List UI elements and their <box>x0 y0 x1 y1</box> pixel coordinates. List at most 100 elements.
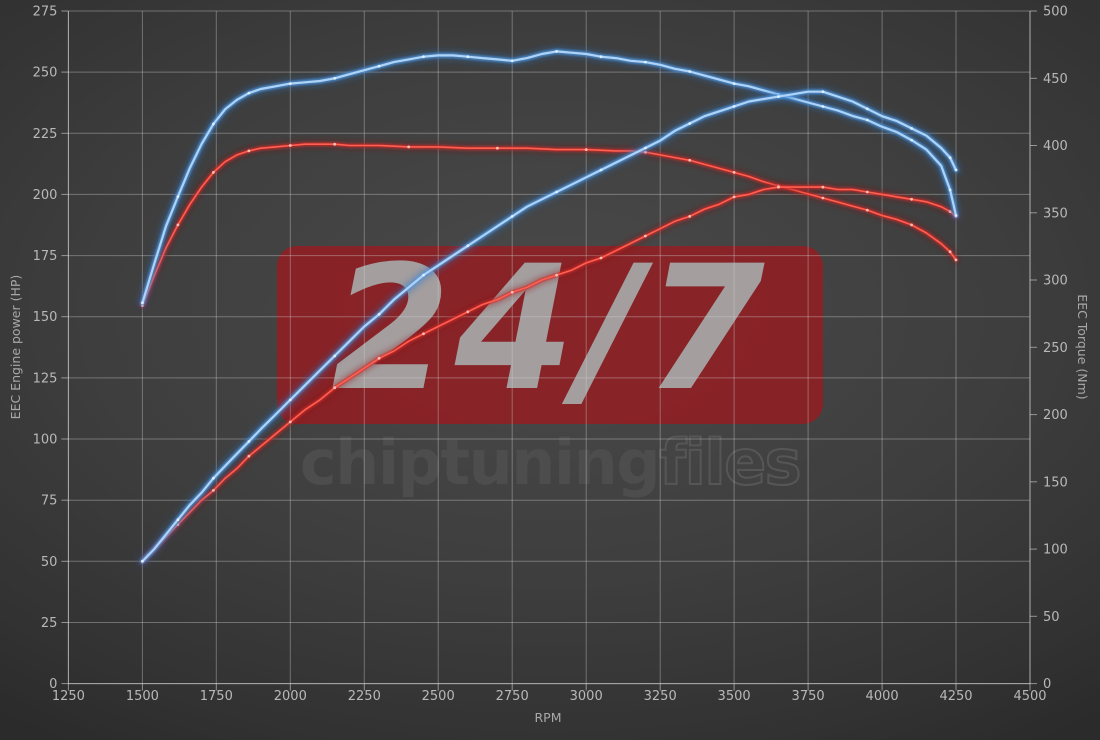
curve-marker-tuned_power_hp <box>821 90 825 94</box>
curve-marker-tuned_torque_nm <box>176 195 180 199</box>
curve-marker-tuned_power_hp <box>377 312 381 316</box>
curve-original_power_hp <box>138 183 960 566</box>
watermark-brand-secondary: files <box>658 426 802 499</box>
right-tick-label: 100 <box>1043 543 1068 558</box>
left-tick-label: 50 <box>41 555 58 570</box>
curve-original_power_hp <box>140 185 958 564</box>
curve-marker-original_power_hp <box>333 386 337 390</box>
x-tick-label: 3500 <box>718 689 751 704</box>
curve-original_torque_nm <box>141 143 957 307</box>
right-tick-label: 300 <box>1043 274 1068 289</box>
x-tick-label: 2750 <box>496 689 529 704</box>
x-tick-label: 4000 <box>866 689 899 704</box>
curve-tuned_power_hp <box>136 86 962 567</box>
curve-marker-tuned_power_hp <box>599 168 603 172</box>
right-tick-label: 350 <box>1043 206 1068 221</box>
curve-marker-tuned_torque_nm <box>948 188 952 192</box>
curve-marker-tuned_torque_nm <box>377 64 381 68</box>
curve-marker-tuned_power_hp <box>644 146 647 150</box>
curve-marker-tuned_power_hp <box>288 398 292 402</box>
curve-marker-original_torque_nm <box>821 196 825 200</box>
curve-marker-original_power_hp <box>777 185 780 189</box>
curve-marker-original_torque_nm <box>176 223 180 227</box>
curves-layer <box>136 45 962 567</box>
curve-marker-original_power_hp <box>288 420 292 424</box>
curve-marker-tuned_power_hp <box>777 95 780 98</box>
curve-marker-tuned_power_hp <box>422 273 425 277</box>
x-tick-label: 1750 <box>200 689 233 704</box>
curve-marker-tuned_power_hp <box>466 244 470 248</box>
curve-marker-original_torque_nm <box>865 208 869 212</box>
curve-marker-tuned_torque_nm <box>466 55 470 59</box>
curve-marker-tuned_torque_nm <box>644 60 647 64</box>
curve-tuned_power_hp <box>139 89 959 564</box>
curve-marker-tuned_torque_nm <box>422 55 425 59</box>
right-axis-title: EEC Torque (Nm) <box>1075 294 1090 399</box>
right-tick-label: 50 <box>1043 610 1060 625</box>
curve-marker-original_power_hp <box>555 273 558 277</box>
curve-original_power_hp <box>141 186 957 563</box>
curve-marker-tuned_torque_nm <box>821 105 825 108</box>
curve-marker-tuned_power_hp <box>333 354 337 358</box>
curve-marker-tuned_torque_nm <box>555 50 558 53</box>
curve-marker-tuned_torque_nm <box>732 82 736 85</box>
x-tick-label: 2250 <box>348 689 381 704</box>
curve-tuned_torque_nm <box>141 50 958 304</box>
curve-marker-original_power_hp <box>732 195 736 199</box>
curve-marker-tuned_torque_nm <box>212 122 215 126</box>
left-tick-label: 275 <box>33 5 58 20</box>
left-tick-label: 25 <box>41 616 58 631</box>
right-tick-label: 250 <box>1043 341 1068 356</box>
right-tick-label: 400 <box>1043 139 1068 154</box>
curve-marker-original_power_hp <box>644 234 647 238</box>
curve-marker-tuned_torque_nm <box>688 70 692 73</box>
curve-marker-original_power_hp <box>821 185 825 189</box>
curve-marker-tuned_power_hp <box>141 559 144 563</box>
left-tick-label: 175 <box>33 249 58 264</box>
curve-marker-tuned_torque_nm <box>865 118 869 122</box>
curve-marker-original_power_hp <box>377 356 381 360</box>
curve-marker-tuned_torque_nm <box>247 91 251 95</box>
curve-marker-tuned_torque_nm <box>910 138 913 142</box>
left-tick-label: 225 <box>33 127 58 142</box>
curve-marker-original_torque_nm <box>954 258 958 262</box>
curve-marker-original_power_hp <box>688 215 692 218</box>
x-tick-label: 3250 <box>644 689 677 704</box>
x-tick-label: 3750 <box>792 689 825 704</box>
right-tick-label: 200 <box>1043 408 1068 423</box>
curve-marker-tuned_torque_nm <box>141 301 144 305</box>
right-tick-label: 150 <box>1043 475 1068 490</box>
left-tick-label: 125 <box>33 371 58 386</box>
curve-marker-original_torque_nm <box>333 142 337 146</box>
curve-marker-original_torque_nm <box>212 171 215 174</box>
curve-marker-tuned_power_hp <box>865 107 869 111</box>
curve-marker-tuned_power_hp <box>212 476 215 480</box>
curve-marker-original_torque_nm <box>496 146 499 150</box>
left-axis-title: EEC Engine power (HP) <box>8 275 23 420</box>
tick-labels-layer: 1250 1500 1750 2000 2250 2500 2750 3000 3250 3500… <box>33 5 1068 705</box>
x-tick-label: 1500 <box>126 689 159 704</box>
left-tick-label: 75 <box>41 494 58 509</box>
curve-marker-original_power_hp <box>910 197 913 201</box>
curve-marker-tuned_power_hp <box>688 122 692 125</box>
x-tick-label: 2000 <box>274 689 307 704</box>
watermark-badge-text: 24/7 <box>331 228 769 429</box>
curve-marker-original_power_hp <box>599 256 603 260</box>
curve-marker-tuned_torque_nm <box>954 214 958 217</box>
curve-marker-tuned_power_hp <box>555 190 558 194</box>
x-tick-label: 4500 <box>1013 689 1046 704</box>
curve-marker-tuned_power_hp <box>948 156 952 160</box>
x-tick-label: 1250 <box>52 689 85 704</box>
left-tick-label: 150 <box>33 310 58 325</box>
left-tick-label: 0 <box>49 677 57 692</box>
left-tick-label: 250 <box>33 66 58 81</box>
curve-marker-tuned_power_hp <box>910 126 913 130</box>
curve-marker-tuned_power_hp <box>510 215 514 218</box>
curve-marker-tuned_torque_nm <box>510 59 514 63</box>
curve-marker-original_power_hp <box>510 290 514 294</box>
right-tick-label: 500 <box>1043 5 1068 20</box>
curve-marker-original_torque_nm <box>948 250 952 254</box>
curve-marker-tuned_torque_nm <box>333 76 337 80</box>
curve-marker-original_torque_nm <box>247 149 251 153</box>
